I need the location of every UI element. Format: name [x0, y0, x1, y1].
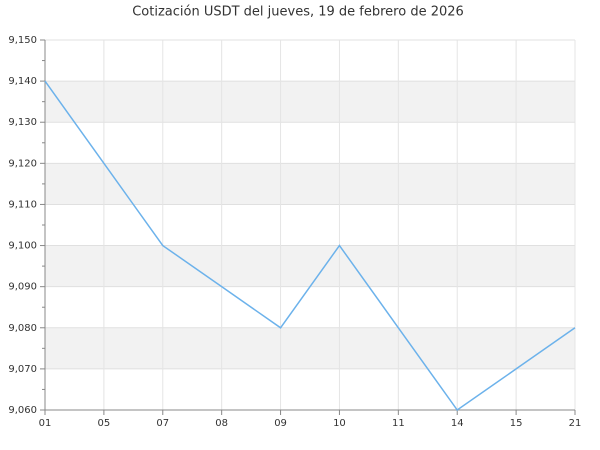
- x-tick-label: 15: [510, 418, 523, 429]
- x-tick-label: 21: [569, 418, 582, 429]
- y-tick-label: 9,090: [8, 282, 37, 293]
- x-tick-label: 14: [451, 418, 464, 429]
- y-tick-label: 9,130: [8, 117, 37, 128]
- y-tick-label: 9,080: [8, 323, 37, 334]
- grid-band: [45, 245, 575, 287]
- x-tick-label: 07: [156, 418, 169, 429]
- x-tick-label: 01: [39, 418, 52, 429]
- x-tick-label: 08: [215, 418, 228, 429]
- x-tick-label: 11: [392, 418, 405, 429]
- y-tick-label: 9,150: [8, 35, 37, 46]
- x-tick-label: 09: [274, 418, 287, 429]
- y-tick-label: 9,060: [8, 405, 37, 416]
- y-tick-label: 9,120: [8, 158, 37, 169]
- y-tick-label: 9,140: [8, 76, 37, 87]
- grid-band: [45, 81, 575, 123]
- grid-band: [45, 163, 575, 205]
- x-tick-label: 05: [98, 418, 111, 429]
- grid-band: [45, 327, 575, 369]
- chart-title: Cotización USDT del jueves, 19 de febrer…: [132, 5, 464, 20]
- y-tick-label: 9,110: [8, 199, 37, 210]
- line-series: [44, 80, 576, 412]
- x-tick-label: 10: [333, 418, 346, 429]
- y-tick-label: 9,070: [8, 364, 37, 375]
- y-tick-label: 9,100: [8, 241, 37, 252]
